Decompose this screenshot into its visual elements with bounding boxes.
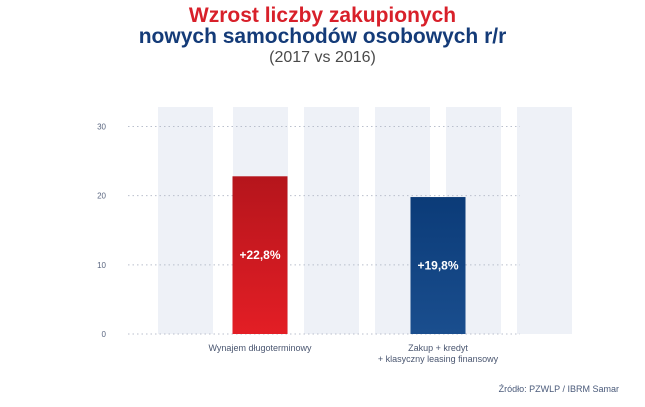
bars: +22,8% +19,8%	[232, 176, 466, 334]
y-tick-label: 0	[102, 330, 107, 339]
background-stripes	[158, 107, 572, 334]
bar-value-label: +22,8%	[239, 248, 280, 262]
y-tick-label: 30	[97, 123, 106, 132]
source-note: Źródło: PZWLP / IBRM Samar	[498, 384, 619, 394]
background-stripe	[304, 107, 359, 334]
y-tick-label: 20	[97, 192, 106, 201]
category-label: Wynajem długoterminowy	[209, 343, 312, 353]
category-label: Zakup + kredyt	[408, 343, 468, 353]
bar	[410, 197, 466, 334]
background-stripe	[517, 107, 572, 334]
category-label: + klasyczny leasing finansowy	[378, 354, 499, 364]
y-axis-ticks: 0 10 20 30	[97, 123, 106, 340]
chart-title-line2: nowych samochodów osobowych r/r	[138, 25, 507, 48]
chart-subtitle: (2017 vs 2016)	[269, 49, 376, 66]
bar	[232, 176, 288, 334]
bar-value-label: +19,8%	[417, 259, 458, 273]
background-stripe	[158, 107, 213, 334]
chart-title-line1: Wzrost liczby zakupionych	[188, 4, 457, 27]
y-tick-label: 10	[97, 261, 106, 270]
x-axis-labels: Wynajem długoterminowy Zakup + kredyt+ kl…	[209, 343, 499, 364]
